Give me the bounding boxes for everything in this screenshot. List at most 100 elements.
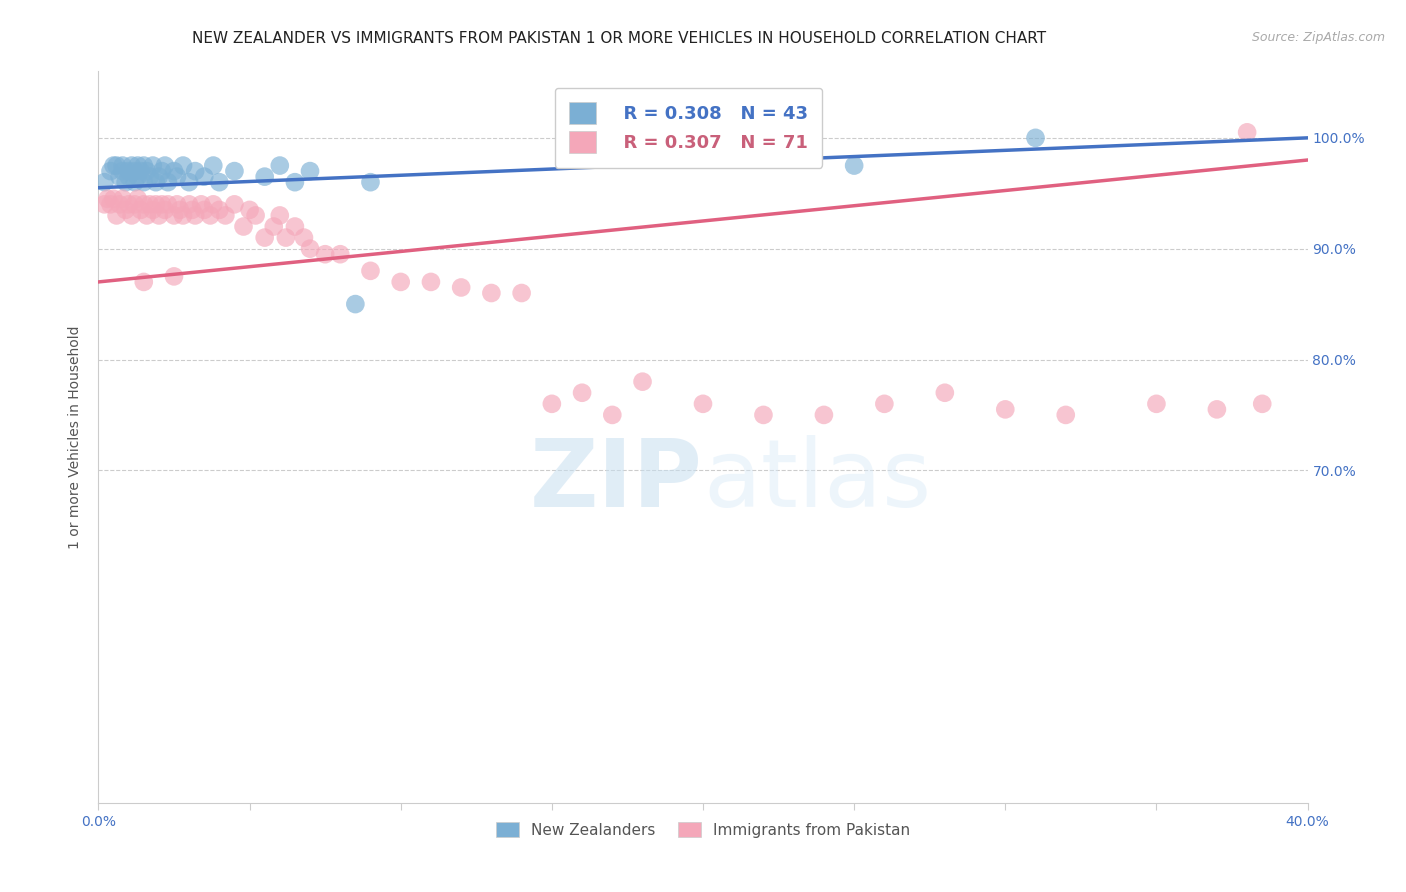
Point (571, 385, 593, 400)
Point (172, 159, 194, 173)
Y-axis label: 1 or more Vehicles in Household: 1 or more Vehicles in Household (69, 326, 83, 549)
Point (118, 197, 141, 211)
Point (142, 202, 165, 217)
Point (93, 175, 115, 189)
Text: Source: ZipAtlas.com: Source: ZipAtlas.com (1251, 31, 1385, 45)
Point (253, 230, 276, 244)
Point (127, 159, 149, 173)
Point (145, 175, 167, 189)
Point (752, 408, 775, 422)
Point (269, 209, 291, 223)
Point (148, 209, 170, 223)
Point (292, 230, 315, 244)
Point (93, 197, 115, 211)
Point (360, 264, 382, 278)
Legend: New Zealanders, Immigrants from Pakistan: New Zealanders, Immigrants from Pakistan (484, 810, 922, 850)
Point (118, 164, 141, 178)
Point (224, 164, 246, 178)
Point (274, 230, 297, 244)
Point (263, 219, 285, 234)
Point (153, 202, 176, 217)
Point (132, 175, 155, 189)
Point (118, 169, 141, 184)
Point (813, 408, 835, 422)
Point (145, 197, 167, 211)
Point (127, 169, 149, 184)
Point (1054, 408, 1077, 422)
Point (202, 159, 225, 173)
Point (481, 285, 503, 300)
Point (299, 242, 322, 256)
Point (344, 297, 367, 311)
Point (108, 169, 131, 184)
Point (224, 197, 246, 211)
Point (208, 202, 231, 217)
Point (150, 197, 173, 211)
Point (132, 275, 155, 289)
Point (420, 275, 443, 289)
Point (103, 159, 125, 173)
Point (103, 192, 125, 206)
Point (139, 197, 162, 211)
Point (129, 202, 152, 217)
Point (179, 175, 201, 189)
Point (329, 247, 352, 261)
Point (124, 197, 146, 211)
Point (111, 159, 134, 173)
Point (1144, 397, 1167, 411)
Point (184, 209, 207, 223)
Point (172, 209, 194, 223)
Point (844, 159, 866, 173)
Point (166, 197, 188, 211)
Point (135, 164, 157, 178)
Point (450, 280, 472, 294)
Point (239, 202, 262, 217)
Point (129, 164, 152, 178)
Point (114, 175, 136, 189)
Point (108, 197, 131, 211)
Point (299, 164, 322, 178)
Point (934, 385, 956, 400)
Point (124, 175, 146, 189)
Point (190, 197, 212, 211)
Point (166, 169, 188, 184)
Point (100, 164, 122, 178)
Point (111, 164, 134, 178)
Point (153, 159, 176, 173)
Point (100, 197, 122, 211)
Point (111, 192, 134, 206)
Point (1236, 125, 1258, 139)
Point (1206, 402, 1229, 417)
Point (1251, 397, 1274, 411)
Point (631, 375, 654, 389)
Point (994, 402, 1017, 417)
Point (114, 202, 136, 217)
Point (163, 164, 186, 178)
Point (163, 209, 186, 223)
Point (139, 169, 162, 184)
Point (169, 202, 191, 217)
Point (105, 209, 128, 223)
Point (602, 408, 624, 422)
Point (202, 197, 225, 211)
Point (179, 197, 201, 211)
Point (148, 169, 170, 184)
Point (150, 164, 173, 178)
Point (245, 209, 267, 223)
Point (510, 285, 533, 300)
Point (232, 219, 254, 234)
Text: ZIP: ZIP (530, 435, 703, 527)
Point (127, 192, 149, 206)
Point (208, 175, 231, 189)
Text: NEW ZEALANDER VS IMMIGRANTS FROM PAKISTAN 1 OR MORE VEHICLES IN HOUSEHOLD CORREL: NEW ZEALANDER VS IMMIGRANTS FROM PAKISTA… (191, 31, 1046, 46)
Point (121, 209, 143, 223)
Point (284, 219, 307, 234)
Point (692, 397, 714, 411)
Point (200, 209, 222, 223)
Point (105, 159, 128, 173)
Point (389, 275, 412, 289)
Point (156, 175, 179, 189)
Text: atlas: atlas (703, 435, 931, 527)
Point (269, 159, 291, 173)
Point (135, 209, 157, 223)
